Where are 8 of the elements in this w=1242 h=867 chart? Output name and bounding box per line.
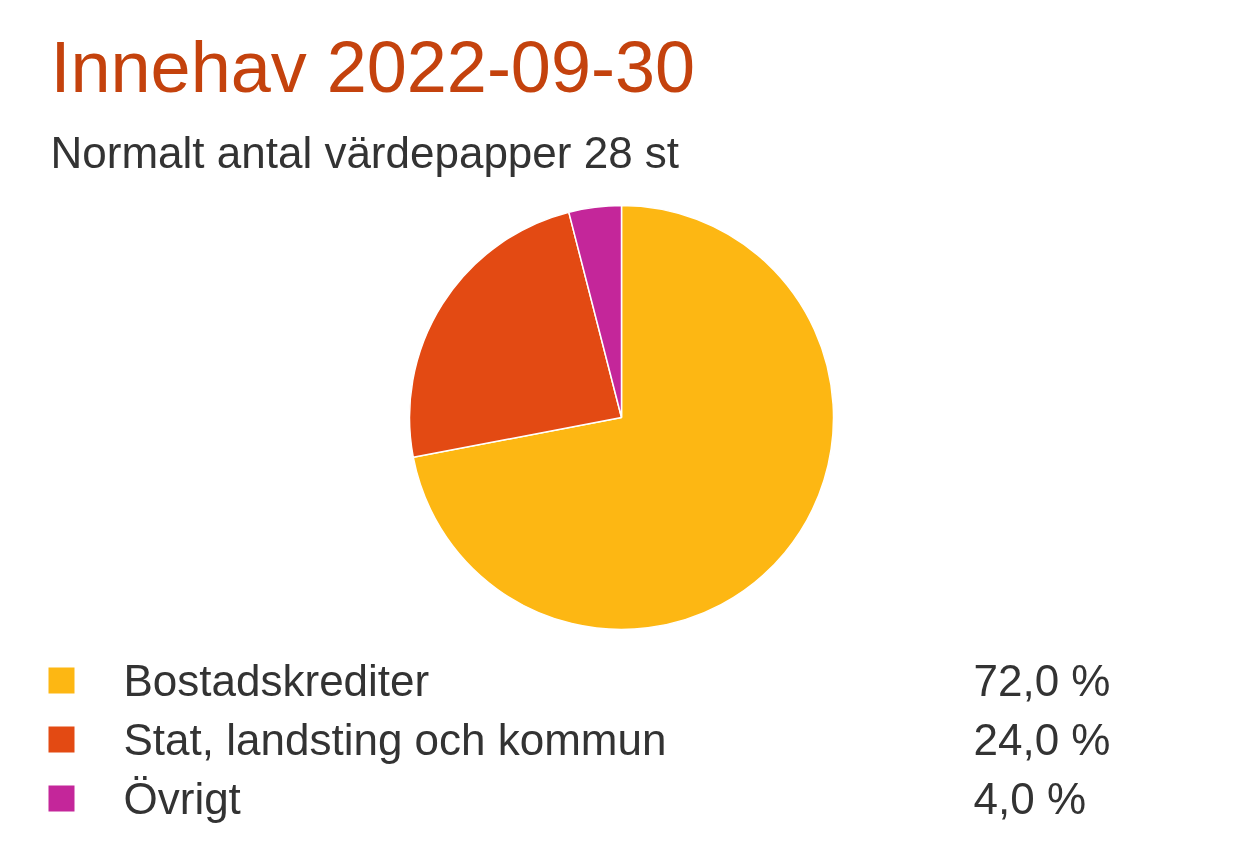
chart-subtitle: Normalt antal värdepapper 28 st: [50, 128, 680, 177]
chart-title: Innehav 2022-09-30: [50, 26, 696, 107]
data-label: 24,0 %: [973, 715, 1111, 764]
legend-label: Stat, landsting och kommun: [123, 715, 667, 764]
data-label: 72,0 %: [973, 656, 1111, 705]
legend-label: Bostadskrediter: [123, 656, 430, 705]
legend-label: Övrigt: [123, 774, 241, 823]
data-label: 4,0 %: [973, 774, 1087, 823]
